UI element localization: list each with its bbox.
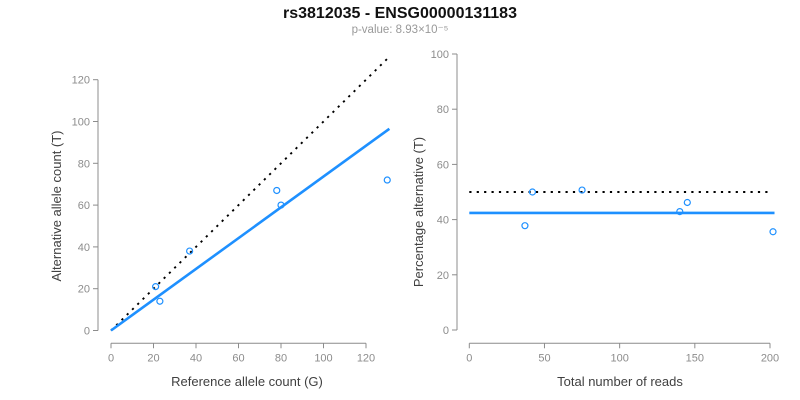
x-tick-label: 40 [190,352,202,364]
y-tick-label: 0 [84,326,90,338]
x-tick-label: 20 [147,352,159,364]
y-tick-label: 60 [78,200,90,212]
data-point [521,222,529,230]
x-tick-label: 120 [357,352,375,364]
x-tick-label: 100 [610,352,628,364]
x-tick-label: 150 [686,352,704,364]
chart-subtitle: p-value: 8.93×10⁻⁵ [352,24,449,36]
x-tick-label: 60 [232,352,244,364]
x-tick-label: 50 [538,352,550,364]
y-tick-label: 20 [78,284,90,296]
y-axis-title: Percentage alternative (T) [411,137,426,287]
data-point [152,283,160,291]
x-tick-label: 0 [466,352,472,364]
data-point [683,198,691,207]
y-tick-label: 80 [78,158,90,170]
chart-title: rs3812035 - ENSG00000131183 [283,5,517,22]
right-panel: 0 50 100 150 200 0 20 40 60 80 100 Total number of … [411,49,779,389]
y-tick-label: 20 [437,270,449,282]
y-tick-label: 0 [443,325,449,337]
data-point [186,247,194,255]
data-point [769,228,777,236]
fit-line [110,127,391,332]
y-tick-label: 60 [437,159,449,171]
y-tick-label: 100 [72,117,90,129]
x-tick-label: 100 [314,352,332,364]
y-tick-label: 100 [431,49,449,61]
data-point [156,297,164,305]
data-point [676,207,684,216]
x-axis-title: Reference allele count (G) [171,374,323,389]
data-point [277,201,285,209]
y-tick-label: 40 [437,215,449,227]
data-point [273,186,281,195]
y-tick-label: 80 [437,104,449,116]
y-tick-label: 120 [72,75,90,87]
panels-group: 0 20 40 60 80 100 120 0 20 40 60 80 100 120 Reference … [49,49,779,389]
left-panel: 0 20 40 60 80 100 120 0 20 40 60 80 100 120 Reference … [49,54,392,389]
x-tick-label: 0 [108,352,114,364]
x-tick-label: 80 [275,352,287,364]
y-axis-title: Alternative allele count (T) [49,130,64,281]
identity-line [110,54,392,332]
x-tick-label: 200 [761,352,779,364]
x-axis-title: Total number of reads [557,374,683,389]
y-tick-label: 40 [78,242,90,254]
data-point [383,176,391,184]
data-point [528,188,537,196]
data-point [578,186,586,194]
